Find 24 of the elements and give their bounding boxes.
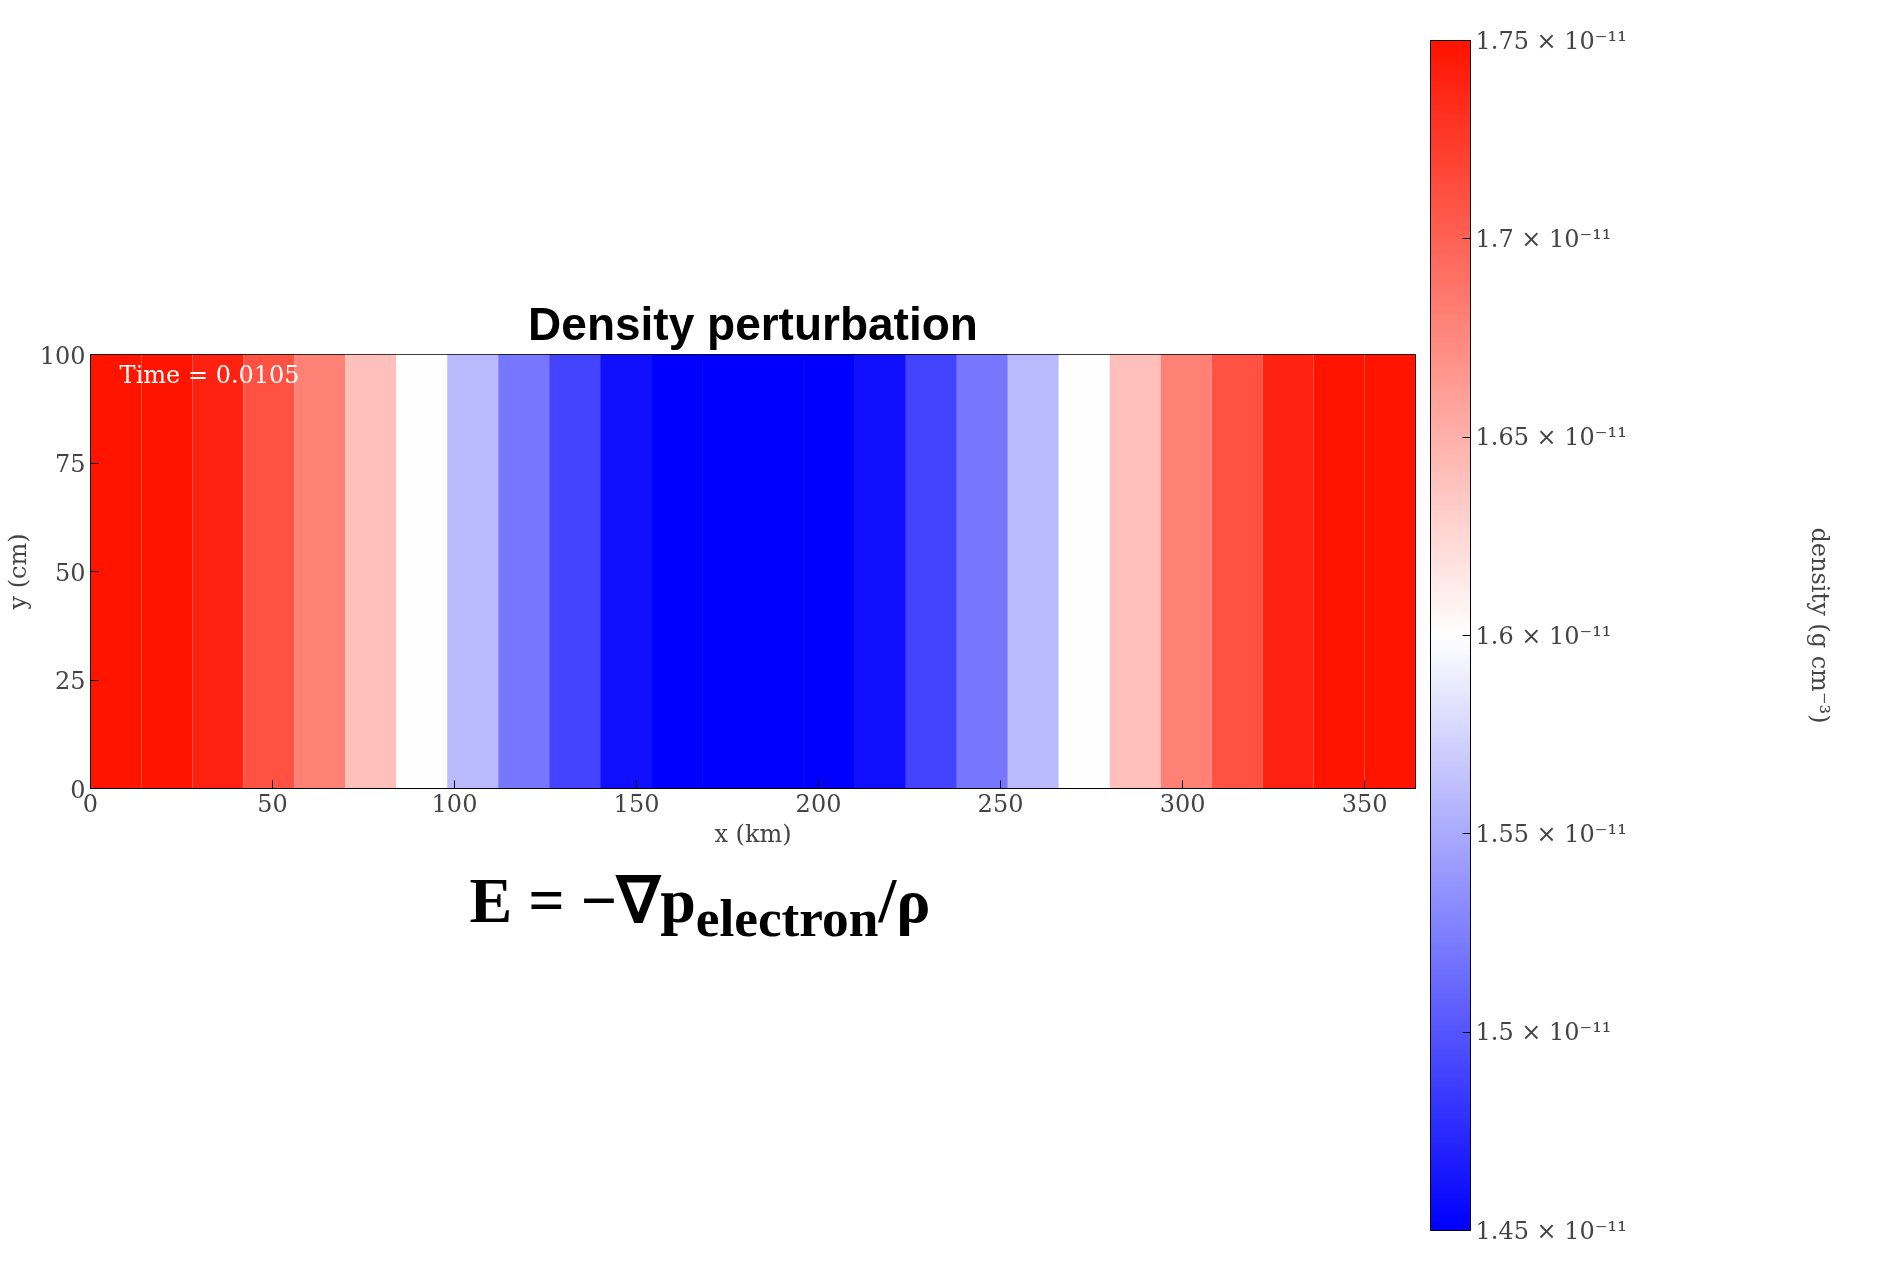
color-bar-title: density (g cm⁻³): [1805, 527, 1834, 724]
x-tick-label: 250: [977, 789, 1024, 818]
color-bar-label: 1.55 × 10⁻¹¹: [1475, 819, 1627, 848]
y-tick-label: 100: [39, 341, 86, 370]
x-tick-label: 50: [257, 789, 288, 818]
color-bar-label: 1.75 × 10⁻¹¹: [1475, 26, 1627, 55]
color-bar-label: 1.5 × 10⁻¹¹: [1475, 1018, 1612, 1047]
color-bar-label: 1.6 × 10⁻¹¹: [1475, 621, 1612, 650]
y-tick-label: 50: [54, 558, 86, 587]
y-axis-title: y (cm): [3, 533, 32, 611]
text: E = −∇p$_{electron}$/ρ: [469, 864, 931, 950]
color-bar-label: 1.45 × 10⁻¹¹: [1475, 1216, 1627, 1245]
x-tick-label: 300: [1159, 789, 1206, 818]
x-axis-title: x (km): [714, 819, 792, 848]
y-tick-label: 25: [54, 667, 86, 695]
x-tick-label: 200: [795, 789, 842, 818]
y-tick-label: 75: [54, 450, 86, 478]
x-tick-label: 100: [431, 789, 478, 818]
x-tick-label: 350: [1341, 789, 1388, 818]
x-tick-label: 150: [613, 789, 660, 818]
annotation: Time = 0.0105: [119, 360, 300, 389]
chart-title: Density perturbation: [528, 297, 978, 350]
color-bar-label: 1.65 × 10⁻¹¹: [1475, 423, 1627, 452]
color-bar-label: 1.7 × 10⁻¹¹: [1475, 224, 1612, 253]
